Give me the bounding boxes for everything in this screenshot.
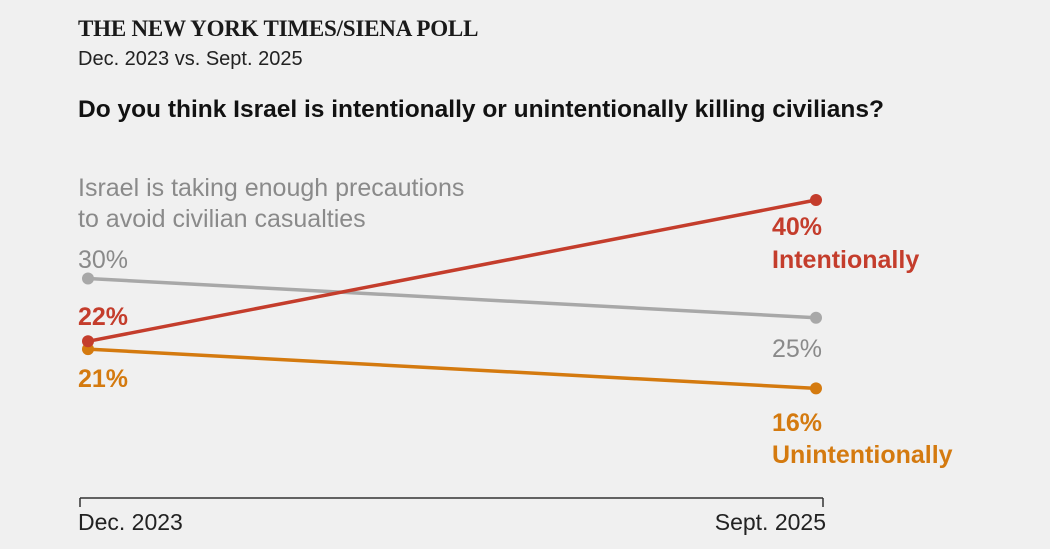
data-label-unintentionally-dec-2023: 21% xyxy=(78,365,128,393)
data-point-unintentionally-sept-2025 xyxy=(810,382,822,395)
series-line-precautions xyxy=(87,276,817,320)
data-point-precautions-sept-2025 xyxy=(810,311,822,324)
series-name-precautions-line2: to avoid civilian casualties xyxy=(78,205,366,233)
series-name-precautions-line1: Israel is taking enough precautions xyxy=(78,174,464,202)
data-label-intentionally-sept-2025: 40% xyxy=(772,213,822,241)
chart-kicker: THE NEW YORK TIMES/SIENA POLL xyxy=(78,16,479,41)
series-line-intentionally xyxy=(87,198,817,344)
data-label-precautions-dec-2023: 30% xyxy=(78,246,128,274)
series-line-unintentionally xyxy=(87,347,817,391)
chart-subhead: Dec. 2023 vs. Sept. 2025 xyxy=(78,48,303,70)
series-name-intentionally: Intentionally xyxy=(772,246,919,274)
chart-question: Do you think Israel is intentionally or … xyxy=(78,96,884,123)
data-label-precautions-sept-2025: 25% xyxy=(772,335,822,363)
data-label-unintentionally-sept-2025: 16% xyxy=(772,409,822,437)
x-tick-label-start: Dec. 2023 xyxy=(78,509,183,535)
data-point-intentionally-dec-2023 xyxy=(82,335,94,348)
data-point-intentionally-sept-2025 xyxy=(810,194,822,206)
x-tick-label-end: Sept. 2025 xyxy=(715,509,826,535)
data-label-intentionally-dec-2023: 22% xyxy=(78,303,128,331)
series-name-unintentionally: Unintentionally xyxy=(772,441,953,469)
data-point-precautions-dec-2023 xyxy=(82,272,94,285)
